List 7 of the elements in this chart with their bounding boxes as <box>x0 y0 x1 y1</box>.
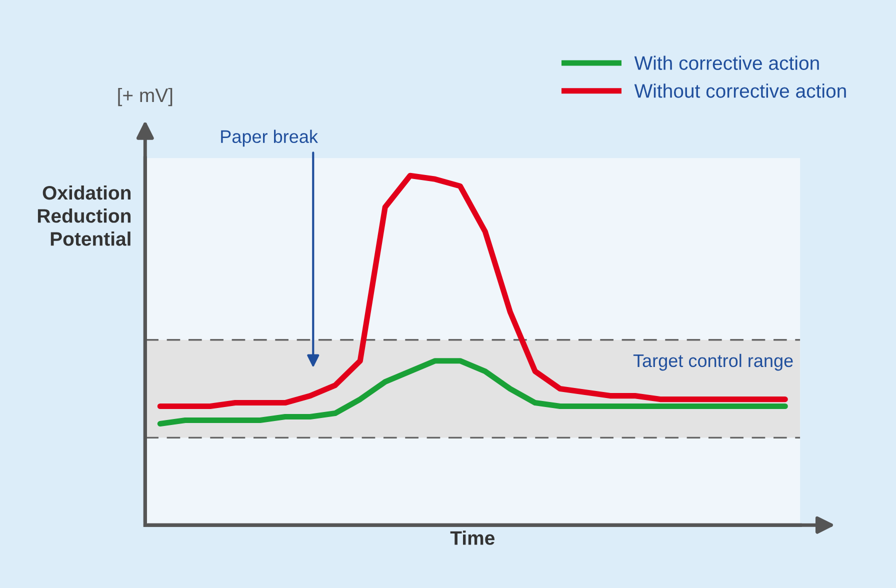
text: [+ mV] <box>118 88 172 106</box>
x-axis-title: Time <box>450 530 494 545</box>
text: Paper break <box>221 130 318 147</box>
band-label: Target control range <box>633 354 793 371</box>
legend-label: With corrective action <box>634 56 819 70</box>
legend-label: Without corrective action <box>634 84 846 98</box>
y-axis-title: Oxidation Reduction Potential <box>38 185 131 246</box>
